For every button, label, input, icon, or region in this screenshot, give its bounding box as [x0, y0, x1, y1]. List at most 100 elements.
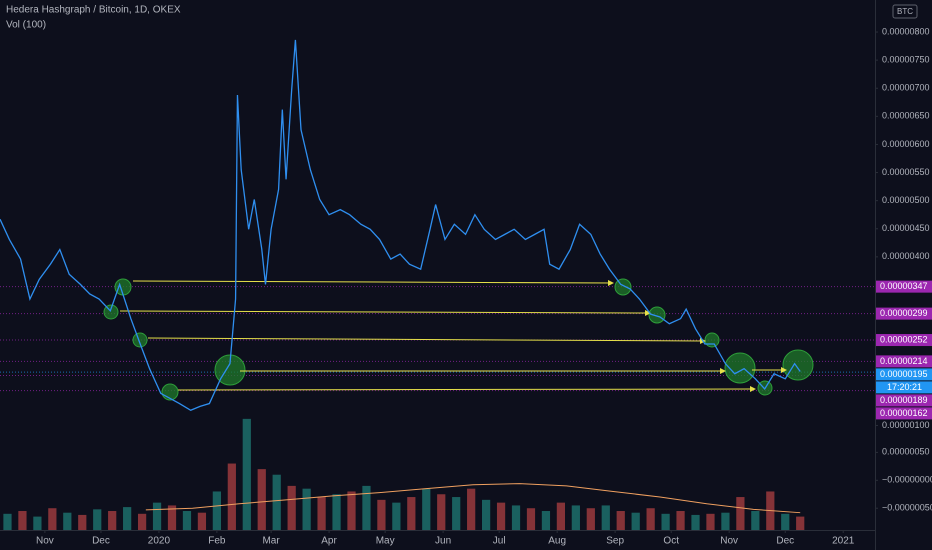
x-tick-label: Mar — [262, 536, 280, 547]
volume-bar — [661, 513, 670, 530]
volume-bar — [332, 494, 341, 530]
volume-bar — [721, 512, 730, 530]
y-tick-label: 0.00000800 — [882, 26, 930, 36]
y-tick-label: 0.00000700 — [882, 83, 930, 93]
level-label: 0.00000347 — [880, 281, 928, 291]
level-label: 0.00000252 — [880, 334, 928, 344]
volume-bar — [123, 507, 132, 530]
volume-bar — [751, 511, 760, 530]
volume-bar — [556, 502, 566, 530]
x-tick-label: May — [376, 536, 395, 547]
highlight-circle — [704, 332, 720, 348]
volume-bar — [601, 505, 610, 530]
volume-bar — [437, 494, 446, 530]
volume-bar — [467, 488, 476, 530]
volume-bar — [796, 516, 805, 530]
annotations — [103, 278, 814, 401]
y-tick-label: −0.00000000 — [882, 475, 932, 485]
volume-bar — [167, 505, 177, 530]
x-tick-label: 2020 — [148, 536, 171, 547]
volume-bar — [137, 513, 147, 530]
volume-bar — [452, 497, 461, 530]
volume-bar — [481, 499, 491, 530]
volume-bar — [706, 513, 715, 530]
highlight-circle — [782, 349, 814, 381]
highlight-circle — [214, 354, 246, 386]
volume-bar — [182, 511, 192, 530]
x-tick-label: Jun — [435, 536, 451, 547]
y-tick-label: −0.00000050 — [882, 503, 932, 513]
x-tick-label: Dec — [92, 536, 110, 547]
x-tick-label: Dec — [776, 536, 794, 547]
volume-bar — [227, 463, 236, 530]
volume-bar — [377, 499, 386, 530]
volume-bar — [212, 491, 221, 530]
y-tick-label: 0.00000600 — [882, 139, 930, 149]
level-label: 0.00000162 — [880, 408, 928, 418]
volume-bar — [108, 511, 117, 530]
chart-title: Hedera Hashgraph / Bitcoin, 1D, OKEX — [6, 5, 181, 16]
volume-bar — [197, 512, 207, 530]
level-label-box — [876, 334, 932, 347]
price-line — [0, 39, 801, 412]
volume-bar — [586, 508, 595, 530]
x-tick-label: Sep — [606, 536, 624, 547]
volume-bar — [422, 488, 431, 530]
x-tick-label: Nov — [36, 536, 54, 547]
y-tick-label: 0.00000100 — [882, 420, 930, 430]
volume-bar — [616, 511, 625, 530]
highlight-circle — [132, 332, 148, 348]
volume-bar — [541, 511, 551, 530]
volume-bar — [362, 485, 371, 530]
y-tick-label: 0.00000550 — [882, 167, 930, 177]
level-label-box — [876, 355, 932, 368]
level-label: 0.00000189 — [880, 395, 928, 405]
volume-bar — [287, 485, 296, 530]
arrow — [132, 279, 614, 286]
volume-bar — [526, 508, 536, 530]
volume-bar — [781, 513, 790, 530]
y-tick-label: 0.00000650 — [882, 111, 930, 121]
volume-bar — [676, 511, 685, 530]
level-label-box — [876, 394, 932, 407]
volume-bar — [18, 511, 27, 530]
y-tick-label: 0.00000450 — [882, 223, 930, 233]
x-tick-label: Aug — [548, 536, 566, 547]
x-tick-label: Apr — [321, 536, 337, 547]
y-tick-label: 0.00000500 — [882, 195, 930, 205]
level-label: 0.00000299 — [880, 308, 928, 318]
level-label: 0.00000214 — [880, 356, 928, 366]
volume-bar — [63, 512, 72, 530]
volume-bar — [347, 491, 356, 530]
currency-badge — [892, 4, 918, 19]
volume-bar — [272, 474, 281, 530]
highlight-circle — [161, 383, 179, 401]
volume-bar — [631, 512, 640, 530]
arrow — [119, 309, 651, 316]
countdown: 17:20:21 — [887, 382, 922, 392]
volume-bar — [496, 502, 506, 530]
x-tick-label: Feb — [208, 536, 226, 547]
volume-bar — [242, 418, 251, 530]
volume-bar — [152, 502, 162, 530]
volume-bar — [407, 497, 416, 530]
y-tick-label: 0.00000400 — [882, 251, 930, 261]
volume-bar — [571, 505, 580, 530]
highlight-circle — [614, 278, 632, 296]
x-tick-label: 2021 — [832, 536, 855, 547]
currency-badge-label: BTC — [897, 7, 913, 16]
volume-bar — [646, 508, 655, 530]
volume-bar — [511, 505, 521, 530]
level-label-box — [876, 407, 932, 420]
volume-bar — [302, 488, 311, 530]
volume-bar — [392, 502, 401, 530]
legend-entry: Vol (100) — [6, 20, 46, 31]
volume-bar — [317, 497, 326, 530]
volume-bar — [257, 469, 266, 530]
level-label: 0.00000195 — [880, 369, 928, 379]
arrow — [147, 337, 706, 344]
x-tick-label: Nov — [720, 536, 738, 547]
level-label-box — [876, 280, 932, 293]
